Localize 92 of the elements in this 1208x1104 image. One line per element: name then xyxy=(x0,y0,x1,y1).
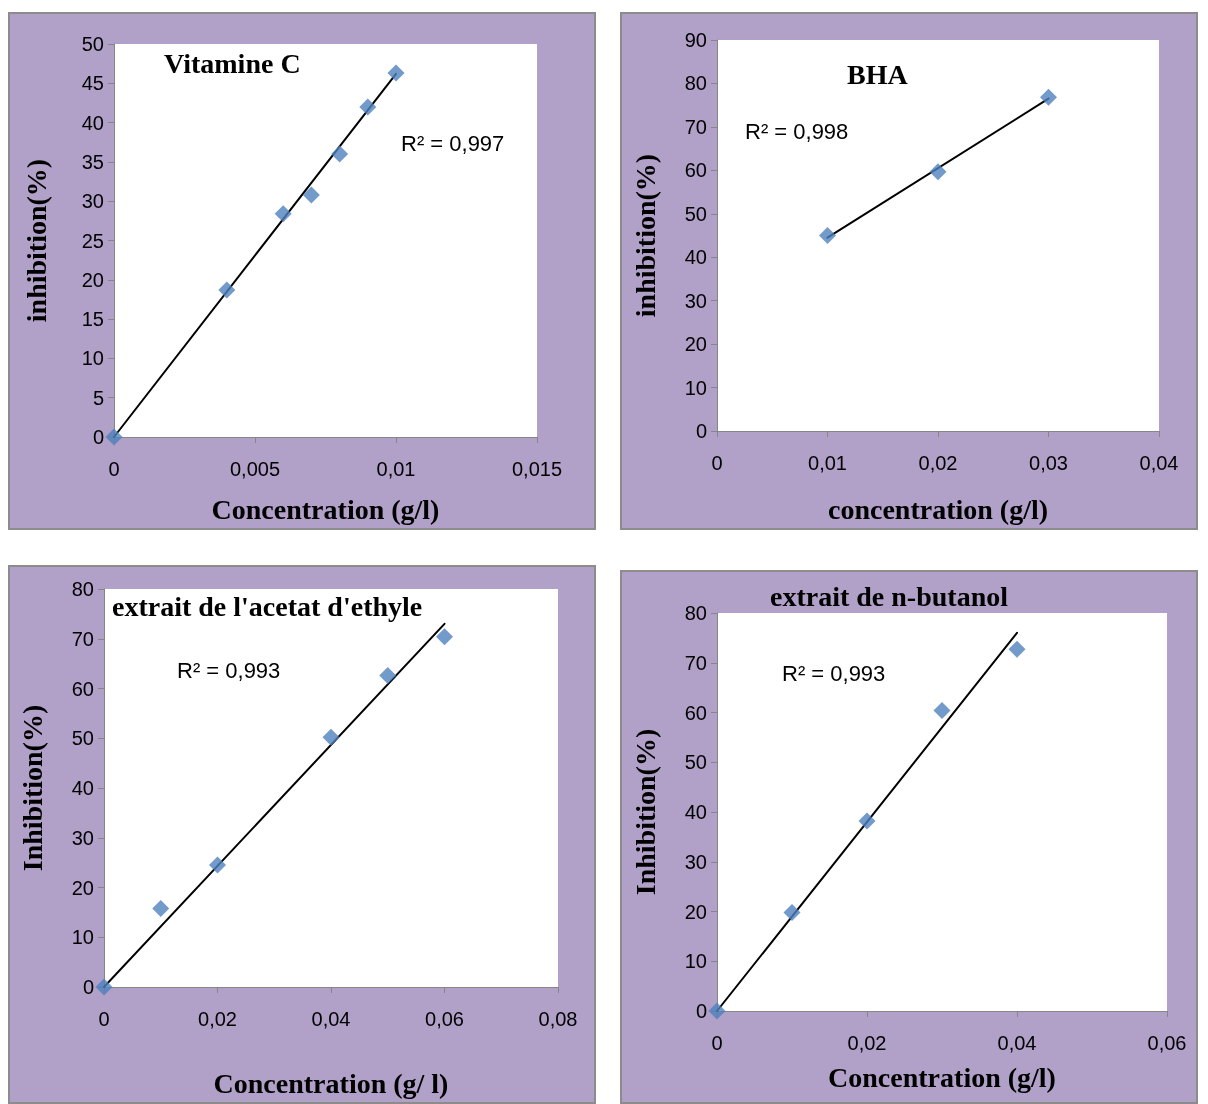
y-tick-label: 0 xyxy=(82,976,94,998)
y-tick-label: 40 xyxy=(684,246,707,269)
point xyxy=(783,903,801,921)
point xyxy=(359,98,377,116)
point xyxy=(274,205,292,223)
x-tick-label: 0,03 xyxy=(1029,452,1068,474)
x-axis-title: Concentration (g/l) xyxy=(211,493,440,525)
y-tick-label: 50 xyxy=(81,33,104,55)
y-tick-label: 35 xyxy=(81,150,104,173)
y-tick-label: 30 xyxy=(684,850,707,873)
point xyxy=(819,227,836,244)
y-axis-title: inhibition(%) xyxy=(20,158,52,323)
y-tick-label: 20 xyxy=(684,900,707,923)
annotation: R² = 0,998 xyxy=(745,118,849,144)
x-tick-label: 0,04 xyxy=(1139,452,1179,474)
point xyxy=(331,145,349,163)
y-tick-label: 20 xyxy=(81,268,104,291)
y-tick-label: 5 xyxy=(92,386,104,409)
annotation: R² = 0,997 xyxy=(401,130,505,156)
y-tick-label: 50 xyxy=(684,751,707,774)
x-tick-label: 0,02 xyxy=(847,1032,887,1054)
x-tick-label: 0,06 xyxy=(1147,1032,1187,1054)
y-tick-label: 10 xyxy=(684,950,707,973)
y-axis-title: inhibition(%) xyxy=(629,153,661,318)
y-tick-label: 80 xyxy=(684,602,707,624)
point xyxy=(933,702,951,720)
x-tick-label: 0,02 xyxy=(918,452,958,474)
y-tick-label: 70 xyxy=(684,651,707,674)
x-tick-label: 0,01 xyxy=(376,458,416,480)
point xyxy=(322,728,340,746)
y-tick-label: 50 xyxy=(71,727,94,750)
y-tick-label: 70 xyxy=(684,115,707,138)
y-tick-label: 60 xyxy=(684,159,707,182)
point xyxy=(929,163,947,181)
y-tick-label: 30 xyxy=(684,289,707,312)
point xyxy=(379,667,397,685)
point xyxy=(209,856,226,874)
chart-title: extrait de l'acetat d'ethyle xyxy=(112,590,423,622)
point xyxy=(1008,640,1026,658)
point xyxy=(1040,88,1057,106)
y-axis-title: Inhibition(%) xyxy=(16,704,48,872)
y-tick-label: 80 xyxy=(71,578,94,600)
point xyxy=(218,281,236,299)
annotation: R² = 0,993 xyxy=(177,657,281,683)
y-tick-label: 50 xyxy=(684,202,707,225)
y-tick-label: 20 xyxy=(71,876,94,899)
point xyxy=(152,899,170,917)
x-tick-label: 0,015 xyxy=(511,458,563,480)
y-tick-label: 10 xyxy=(81,347,104,370)
x-axis-title: Concentration (g/ l) xyxy=(213,1067,449,1099)
y-tick-label: 0 xyxy=(695,420,707,442)
x-tick-label: 0,04 xyxy=(311,1008,351,1030)
point xyxy=(708,1002,726,1020)
y-tick-label: 45 xyxy=(81,72,104,95)
x-tick-label: 0,08 xyxy=(538,1008,578,1030)
y-tick-label: 10 xyxy=(71,926,94,949)
x-tick-label: 0,005 xyxy=(229,458,281,480)
point xyxy=(95,978,113,996)
y-axis-title: Inhibition(%) xyxy=(629,728,661,896)
x-tick-label: 0,01 xyxy=(808,452,847,474)
x-tick-label: 0,04 xyxy=(997,1032,1037,1054)
y-tick-label: 70 xyxy=(71,627,94,650)
y-tick-label: 30 xyxy=(71,826,94,849)
y-tick-label: 0 xyxy=(92,426,104,448)
point xyxy=(436,628,453,646)
point xyxy=(858,812,876,830)
point xyxy=(387,64,405,82)
x-tick-label: 0 xyxy=(108,458,120,480)
x-tick-label: 0 xyxy=(711,1032,723,1054)
chart-title: extrait de n-butanol xyxy=(770,580,1009,612)
y-tick-label: 25 xyxy=(81,229,104,252)
y-tick-label: 30 xyxy=(81,190,104,213)
annotation: R² = 0,993 xyxy=(782,660,886,686)
y-tick-label: 80 xyxy=(684,72,707,95)
x-tick-label: 0,02 xyxy=(198,1008,237,1030)
y-tick-label: 15 xyxy=(81,308,104,331)
x-tick-label: 0 xyxy=(711,452,723,474)
x-tick-label: 0,06 xyxy=(425,1008,464,1030)
chart-title: Vitamine C xyxy=(164,47,301,79)
y-tick-label: 90 xyxy=(684,29,707,51)
y-tick-label: 40 xyxy=(684,801,707,823)
point xyxy=(302,186,320,204)
x-axis-title: concentration (g/l) xyxy=(827,493,1049,525)
y-tick-label: 10 xyxy=(684,376,707,399)
y-tick-label: 40 xyxy=(71,777,94,799)
text: BHA xyxy=(847,58,909,90)
point xyxy=(105,428,123,446)
y-tick-label: 40 xyxy=(81,111,104,134)
y-tick-label: 60 xyxy=(684,701,707,724)
y-tick-label: 20 xyxy=(684,333,707,356)
y-tick-label: 60 xyxy=(71,677,94,700)
x-axis-title: Concentration (g/l) xyxy=(828,1061,1056,1093)
